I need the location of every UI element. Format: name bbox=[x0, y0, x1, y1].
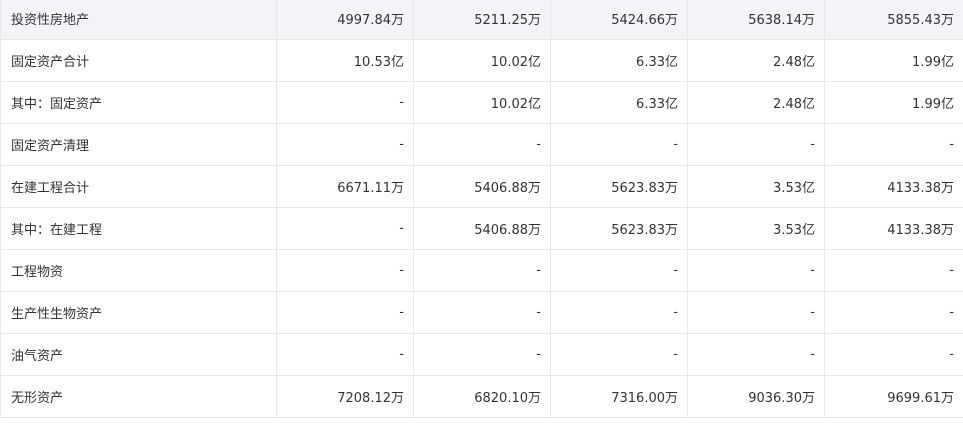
table-cell-value: 4133.38万 bbox=[824, 207, 963, 250]
table-row: 生产性生物资产 - - - - - bbox=[0, 291, 963, 334]
table-cell-value: 5406.88万 bbox=[413, 165, 551, 208]
table-cell-value: 5211.25万 bbox=[413, 0, 551, 40]
table-row: 工程物资 - - - - - bbox=[0, 249, 963, 292]
table-row: 无形资产 7208.12万 6820.10万 7316.00万 9036.30万 9699… bbox=[0, 375, 963, 418]
table-cell-value: 3.53亿 bbox=[687, 165, 825, 208]
row-label: 投资性房地产 bbox=[0, 0, 277, 40]
table-cell-value: 10.02亿 bbox=[413, 39, 551, 82]
table-cell-value: - bbox=[276, 81, 414, 124]
table-cell-value: 5406.88万 bbox=[413, 207, 551, 250]
table-row: 固定资产合计 10.53亿 10.02亿 6.33亿 2.48亿 1.99亿 bbox=[0, 39, 963, 82]
table-cell-value: 5623.83万 bbox=[550, 207, 688, 250]
table-cell-value: - bbox=[687, 291, 825, 334]
row-label: 其中：固定资产 bbox=[0, 81, 277, 124]
table-cell-value: 5424.66万 bbox=[550, 0, 688, 40]
table-cell-value: - bbox=[550, 291, 688, 334]
table-cell-value: 5855.43万 bbox=[824, 0, 963, 40]
table-row: 油气资产 - - - - - bbox=[0, 333, 963, 376]
table-cell-value: 5623.83万 bbox=[550, 165, 688, 208]
table-cell-value: - bbox=[276, 249, 414, 292]
table-cell-value: 6.33亿 bbox=[550, 81, 688, 124]
table-cell-value: 1.99亿 bbox=[824, 81, 963, 124]
table-cell-value: - bbox=[550, 249, 688, 292]
table-row: 其中：在建工程 -5406.88万 5623.83万 3.53亿 4133.38万 bbox=[0, 207, 963, 250]
table-cell-value: - bbox=[824, 333, 963, 376]
table-cell-value: - bbox=[824, 123, 963, 166]
table-cell-value: 6671.11万 bbox=[276, 165, 414, 208]
table-cell-value: 10.53亿 bbox=[276, 39, 414, 82]
table-cell-value: 2.48亿 bbox=[687, 39, 825, 82]
table-cell-value: 2.48亿 bbox=[687, 81, 825, 124]
table-cell-value: 7316.00万 bbox=[550, 375, 688, 418]
table-row: 在建工程合计 6671.11万 5406.88万 5623.83万 3.53亿 4133.… bbox=[0, 165, 963, 208]
table-cell-value: - bbox=[276, 291, 414, 334]
table-cell-value: - bbox=[276, 123, 414, 166]
table-cell-value: - bbox=[550, 333, 688, 376]
table-cell-value: 5638.14万 bbox=[687, 0, 825, 40]
table-cell-value: - bbox=[413, 123, 551, 166]
table-cell-value: 6.33亿 bbox=[550, 39, 688, 82]
table-cell-value: 3.53亿 bbox=[687, 207, 825, 250]
table-cell-value: 9036.30万 bbox=[687, 375, 825, 418]
table-cell-value: - bbox=[687, 123, 825, 166]
table-cell-value: 10.02亿 bbox=[413, 81, 551, 124]
table-cell-value: - bbox=[413, 291, 551, 334]
row-label: 工程物资 bbox=[0, 249, 277, 292]
table-cell-value: 4997.84万 bbox=[276, 0, 414, 40]
table-row: 其中：固定资产 -10.02亿 6.33亿 2.48亿 1.99亿 bbox=[0, 81, 963, 124]
table-cell-value: - bbox=[276, 207, 414, 250]
row-label: 固定资产清理 bbox=[0, 123, 277, 166]
row-label: 其中：在建工程 bbox=[0, 207, 277, 250]
table-cell-value: - bbox=[824, 291, 963, 334]
row-label: 无形资产 bbox=[0, 375, 277, 418]
table-cell-value: - bbox=[276, 333, 414, 376]
table-cell-value: - bbox=[687, 249, 825, 292]
table-cell-value: 6820.10万 bbox=[413, 375, 551, 418]
table-cell-value: - bbox=[550, 123, 688, 166]
table-cell-value: - bbox=[413, 249, 551, 292]
table-row: 固定资产清理 - - - - - bbox=[0, 123, 963, 166]
table-cell-value: 7208.12万 bbox=[276, 375, 414, 418]
table-row: 投资性房地产 4997.84万 5211.25万 5424.66万 5638.14万 58… bbox=[0, 0, 963, 40]
table-cell-value: 9699.61万 bbox=[824, 375, 963, 418]
balance-sheet-table-body: 投资性房地产 4997.84万 5211.25万 5424.66万 5638.14万 58… bbox=[0, 0, 963, 418]
row-label: 油气资产 bbox=[0, 333, 277, 376]
table-cell-value: 1.99亿 bbox=[824, 39, 963, 82]
balance-sheet-table: 投资性房地产 4997.84万 5211.25万 5424.66万 5638.14万 58… bbox=[0, 0, 963, 418]
row-label: 固定资产合计 bbox=[0, 39, 277, 82]
table-cell-value: - bbox=[687, 333, 825, 376]
row-label: 在建工程合计 bbox=[0, 165, 277, 208]
table-cell-value: - bbox=[824, 249, 963, 292]
row-label: 生产性生物资产 bbox=[0, 291, 277, 334]
table-cell-value: 4133.38万 bbox=[824, 165, 963, 208]
table-cell-value: - bbox=[413, 333, 551, 376]
